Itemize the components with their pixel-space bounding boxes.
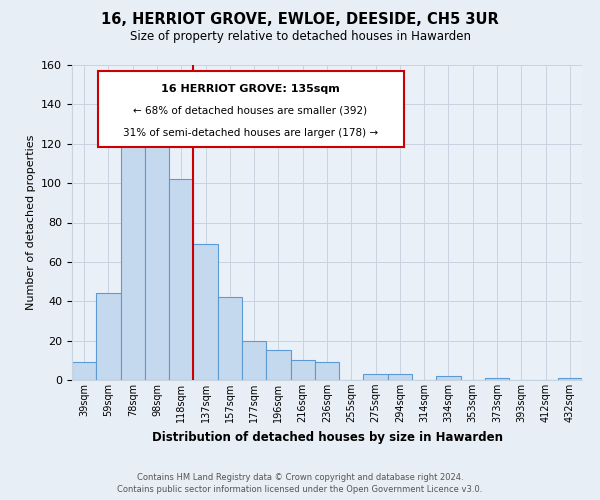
Bar <box>266 350 290 380</box>
Bar <box>485 378 509 380</box>
Bar <box>193 244 218 380</box>
Text: Size of property relative to detached houses in Hawarden: Size of property relative to detached ho… <box>130 30 470 43</box>
Bar <box>169 179 193 380</box>
Bar <box>364 374 388 380</box>
Text: 31% of semi-detached houses are larger (178) →: 31% of semi-detached houses are larger (… <box>123 128 378 138</box>
Text: 16, HERRIOT GROVE, EWLOE, DEESIDE, CH5 3UR: 16, HERRIOT GROVE, EWLOE, DEESIDE, CH5 3… <box>101 12 499 28</box>
Text: ← 68% of detached houses are smaller (392): ← 68% of detached houses are smaller (39… <box>133 106 368 116</box>
Bar <box>388 374 412 380</box>
Bar <box>290 360 315 380</box>
Bar <box>242 340 266 380</box>
Text: Contains HM Land Registry data © Crown copyright and database right 2024.
Contai: Contains HM Land Registry data © Crown c… <box>118 473 482 494</box>
Bar <box>218 298 242 380</box>
Bar <box>436 376 461 380</box>
Bar <box>72 362 96 380</box>
Bar <box>96 294 121 380</box>
Bar <box>121 136 145 380</box>
Bar <box>558 378 582 380</box>
Bar <box>145 126 169 380</box>
Y-axis label: Number of detached properties: Number of detached properties <box>26 135 35 310</box>
Bar <box>315 362 339 380</box>
Text: 16 HERRIOT GROVE: 135sqm: 16 HERRIOT GROVE: 135sqm <box>161 84 340 94</box>
X-axis label: Distribution of detached houses by size in Hawarden: Distribution of detached houses by size … <box>151 430 503 444</box>
FancyBboxPatch shape <box>97 72 404 147</box>
